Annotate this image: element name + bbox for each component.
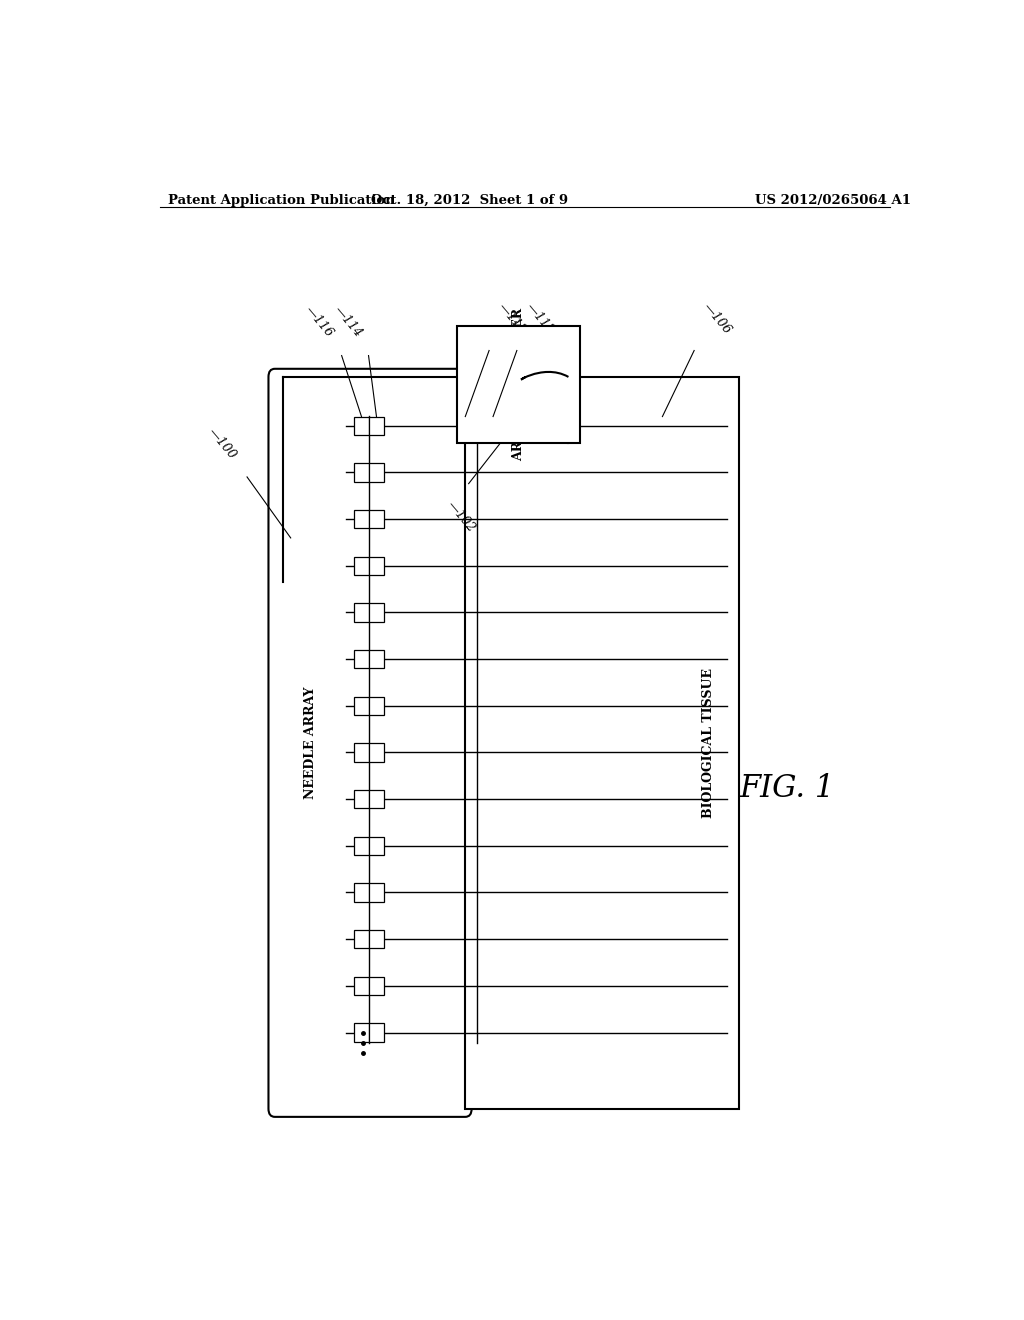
Bar bbox=[458, 326, 581, 444]
Bar bbox=[354, 510, 369, 528]
Text: —116: —116 bbox=[303, 304, 336, 341]
Bar bbox=[354, 557, 369, 576]
Bar bbox=[370, 649, 384, 668]
FancyBboxPatch shape bbox=[268, 368, 472, 1117]
Bar bbox=[370, 1023, 384, 1041]
Text: Patent Application Publication: Patent Application Publication bbox=[168, 194, 394, 207]
Text: Oct. 18, 2012  Sheet 1 of 9: Oct. 18, 2012 Sheet 1 of 9 bbox=[371, 194, 568, 207]
Bar bbox=[370, 603, 384, 622]
Bar bbox=[354, 603, 369, 622]
Bar bbox=[354, 697, 369, 715]
Bar bbox=[354, 649, 369, 668]
Text: —106: —106 bbox=[700, 301, 734, 338]
Bar bbox=[465, 378, 739, 1109]
Bar bbox=[370, 883, 384, 902]
Bar bbox=[370, 931, 384, 948]
Text: BIOLOGICAL TISSUE: BIOLOGICAL TISSUE bbox=[702, 668, 716, 818]
Bar bbox=[370, 837, 384, 855]
Bar bbox=[370, 417, 384, 434]
Bar bbox=[354, 837, 369, 855]
Bar bbox=[354, 743, 369, 762]
Bar bbox=[370, 977, 384, 995]
Bar bbox=[370, 697, 384, 715]
Text: FIG. 1: FIG. 1 bbox=[739, 774, 835, 804]
Text: —100: —100 bbox=[206, 425, 240, 462]
Text: —112: —112 bbox=[496, 301, 528, 338]
Text: —102: —102 bbox=[444, 499, 477, 535]
Text: US 2012/0265064 A1: US 2012/0265064 A1 bbox=[755, 194, 911, 207]
Bar bbox=[370, 789, 384, 808]
Bar bbox=[354, 417, 369, 434]
Bar bbox=[354, 883, 369, 902]
Bar bbox=[370, 510, 384, 528]
Bar bbox=[370, 557, 384, 576]
Bar bbox=[370, 463, 384, 482]
Text: —114: —114 bbox=[331, 304, 365, 341]
Bar bbox=[354, 977, 369, 995]
Bar bbox=[354, 463, 369, 482]
Bar bbox=[370, 743, 384, 762]
Text: —112: —112 bbox=[523, 301, 557, 338]
Text: ARRAY CONTROLLER: ARRAY CONTROLLER bbox=[512, 308, 525, 461]
Text: NEEDLE ARRAY: NEEDLE ARRAY bbox=[304, 686, 317, 799]
Bar bbox=[354, 1023, 369, 1041]
Bar bbox=[354, 789, 369, 808]
Bar bbox=[354, 931, 369, 948]
